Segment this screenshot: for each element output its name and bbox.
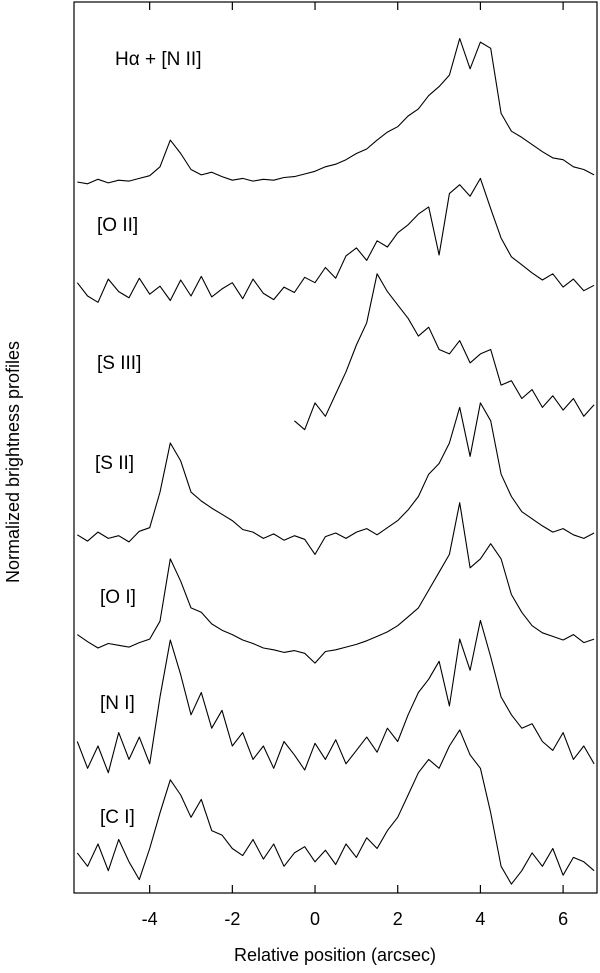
profile-line <box>294 273 595 431</box>
series-label: [S III] <box>97 353 141 374</box>
x-tick-label: 0 <box>310 909 320 929</box>
plot-frame <box>73 1 598 894</box>
series-label: [O II] <box>97 215 138 236</box>
x-tick-label: 6 <box>558 909 568 929</box>
x-axis-label: Relative position (arcsec) <box>234 945 436 965</box>
series-label: [N I] <box>100 693 135 714</box>
series-label: [C I] <box>100 807 135 828</box>
profile-line <box>77 402 595 555</box>
series-label: [O I] <box>100 587 136 608</box>
profile-line <box>76 177 595 303</box>
series-label: Hα + [N II] <box>115 49 201 70</box>
profile-line <box>76 729 595 885</box>
x-tick-label: 2 <box>393 909 403 929</box>
x-tick-label: 4 <box>475 909 485 929</box>
profile-line <box>76 619 595 774</box>
y-axis-label: Normalized brightness profiles <box>3 341 23 583</box>
x-tick-label: -4 <box>142 909 158 929</box>
profile-line <box>77 37 595 185</box>
series-label: [S II] <box>95 453 134 474</box>
x-tick-label: -2 <box>224 909 240 929</box>
profile-line <box>76 502 595 664</box>
